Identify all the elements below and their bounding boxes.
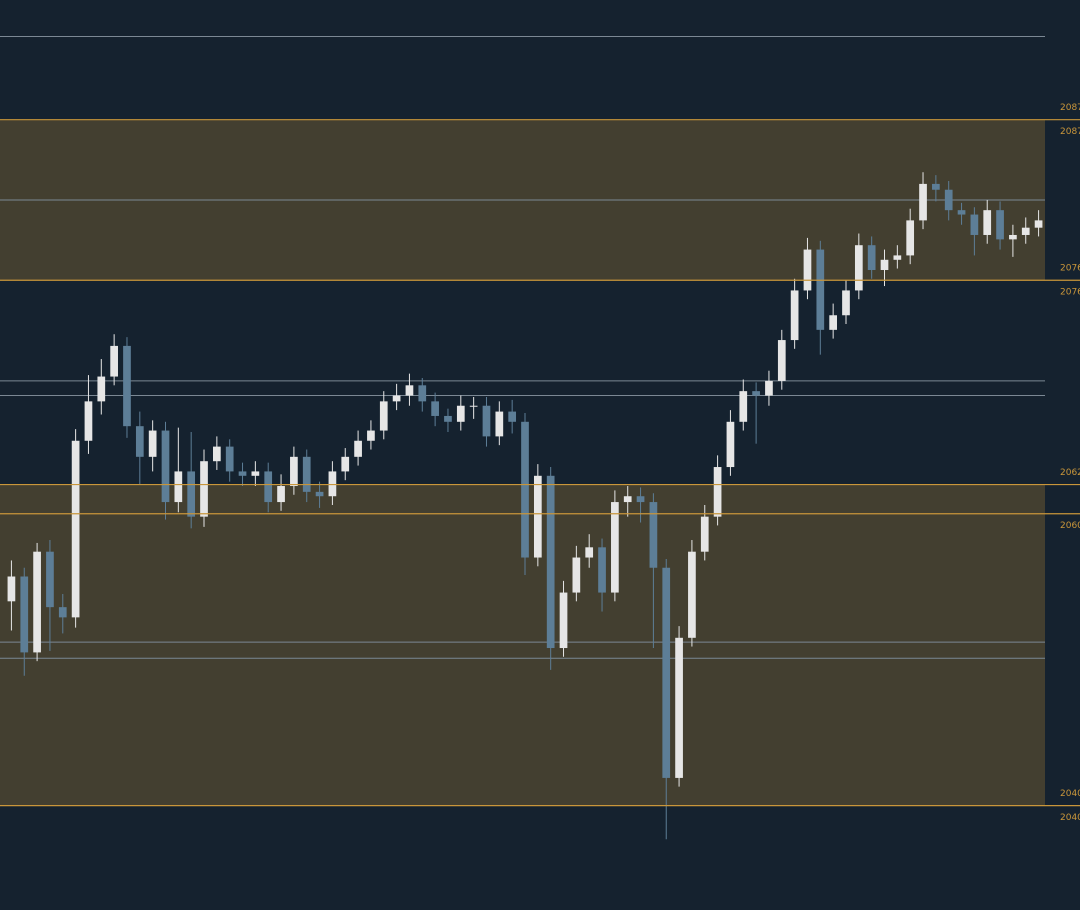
candle-body xyxy=(58,607,67,618)
price-label: 2076 xyxy=(1060,288,1080,298)
candle-body xyxy=(148,430,157,457)
candle-body xyxy=(135,426,144,457)
candle-body xyxy=(521,421,529,558)
candle-body xyxy=(315,491,324,497)
candle-body xyxy=(675,637,683,778)
candle-body xyxy=(238,471,247,476)
candle-body xyxy=(431,401,439,416)
candle-body xyxy=(225,446,234,472)
candle-body xyxy=(174,471,183,503)
candle-body xyxy=(392,395,401,402)
candle-body xyxy=(713,467,722,517)
candle-body xyxy=(187,471,196,517)
candle-body xyxy=(405,385,414,396)
candle-body xyxy=(996,210,1004,240)
candle-body xyxy=(200,461,208,517)
price-label: 2087 xyxy=(1060,127,1080,137)
candle-body xyxy=(1021,227,1030,235)
candle-body xyxy=(803,249,812,291)
candle-body xyxy=(585,547,594,558)
candle-body xyxy=(1009,234,1017,240)
candle-body xyxy=(919,183,927,221)
candle-body xyxy=(110,345,118,377)
candle-body xyxy=(1034,220,1043,228)
price-label: 2040 xyxy=(1060,789,1080,799)
candle-body xyxy=(277,486,285,503)
candle-body xyxy=(354,440,362,457)
candle-body xyxy=(495,411,504,437)
candle-body xyxy=(264,471,273,503)
candle-body xyxy=(418,385,427,402)
candle-body xyxy=(623,496,632,503)
candle-body xyxy=(444,415,452,422)
candle-body xyxy=(970,214,979,235)
candle-body xyxy=(842,290,850,316)
price-label: 2040 xyxy=(1060,813,1080,823)
candle-body xyxy=(880,259,889,271)
candle-body xyxy=(161,430,170,503)
candle-body xyxy=(97,376,106,402)
candle-body xyxy=(739,391,748,422)
candle-body xyxy=(482,405,491,437)
candle-body xyxy=(700,516,709,552)
candle-body xyxy=(598,547,606,593)
candle-body xyxy=(559,592,568,649)
candle-body xyxy=(302,456,311,492)
candle-body xyxy=(752,391,760,396)
price-label: 2076 xyxy=(1060,264,1080,274)
candle-body xyxy=(546,475,555,649)
candle-body xyxy=(649,502,658,568)
candle-body xyxy=(816,249,825,330)
candle-body xyxy=(328,471,337,497)
candle-body xyxy=(456,405,465,422)
candle-body xyxy=(790,290,799,341)
candle-body xyxy=(20,576,29,653)
candle-body xyxy=(777,340,786,381)
candle-body xyxy=(469,405,478,407)
price-label: 2087 xyxy=(1060,103,1080,113)
candle-body xyxy=(765,380,773,396)
candle-body xyxy=(829,315,837,330)
candle-body xyxy=(636,496,645,503)
candle-body xyxy=(932,183,940,190)
candle-body xyxy=(611,502,619,593)
candle-body xyxy=(7,576,16,602)
price-axis xyxy=(1045,0,1080,910)
candle-body xyxy=(688,551,696,638)
candle-body xyxy=(367,430,375,441)
candle-body xyxy=(123,345,131,427)
candle-body xyxy=(213,446,221,462)
candle-body xyxy=(508,411,517,422)
candle-body xyxy=(983,210,992,235)
candle-body xyxy=(893,255,902,260)
candle-body xyxy=(71,440,80,618)
candle-body xyxy=(726,421,735,468)
candle-body xyxy=(662,567,671,778)
candle-body xyxy=(906,220,915,256)
candle-body xyxy=(379,401,388,431)
candle-body xyxy=(533,475,542,558)
candle-body xyxy=(944,189,953,211)
candle-body xyxy=(341,456,350,472)
candle-body xyxy=(46,551,54,608)
candle-body xyxy=(251,471,260,476)
candle-body xyxy=(290,456,298,487)
candle-body xyxy=(867,245,876,271)
candle-body xyxy=(84,401,93,441)
candle-body xyxy=(854,245,863,291)
candle-body xyxy=(572,557,581,593)
candle-body xyxy=(957,210,966,215)
candle-body xyxy=(33,551,41,653)
price-label: 2060 xyxy=(1060,521,1080,531)
